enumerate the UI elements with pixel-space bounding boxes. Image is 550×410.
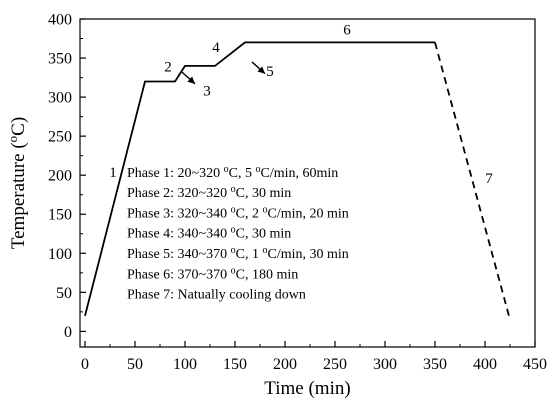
x-tick-label: 450 — [523, 356, 547, 373]
annotation-text: C, 1 — [236, 247, 263, 262]
phase-label-2: 2 — [164, 59, 172, 75]
x-tick-label: 300 — [373, 356, 397, 373]
phase-label-1: 1 — [109, 165, 117, 181]
annotation-text: C/min, 30 min — [267, 247, 348, 262]
series-line-1 — [84, 41, 435, 317]
arrows-group — [181, 61, 266, 85]
annotation-text: Phase 3: 320~340 — [127, 206, 231, 221]
x-tick-label: 350 — [423, 356, 447, 373]
y-tick-label: 50 — [56, 285, 72, 302]
x-tick-label: 50 — [127, 356, 143, 373]
annotation-line-4: Phase 4: 340~340 oC, 30 min — [127, 224, 291, 242]
annotation-line-7: Phase 7: Natually cooling down — [127, 288, 306, 303]
degree-sup: o — [224, 163, 229, 174]
annotation-text: C, 5 — [229, 166, 256, 181]
x-tick-label: 400 — [473, 356, 497, 373]
axis-ticks: 0 50 100 150 200 250 300 350 400 450 0 50 100 150 200 2… — [48, 12, 547, 374]
annotation-text: C, 30 min — [236, 227, 292, 242]
annotation-text: Phase 6: 370~370 — [127, 267, 231, 282]
annotation-text: C, 2 — [236, 206, 263, 221]
annotation-text: Phase 2: 320~320 — [127, 186, 231, 201]
annotations-group: Phase 1: 20~320 oC, 5 oC/min, 60minPhase… — [127, 163, 349, 302]
y-axis-title: Temperature (oC) — [5, 117, 30, 249]
annotation-line-6: Phase 6: 370~370 oC, 180 min — [127, 265, 298, 283]
degree-sup: o — [262, 244, 267, 255]
x-axis-title: Time (min) — [264, 378, 350, 399]
annotation-text: Phase 7: Natually cooling down — [127, 288, 306, 303]
y-tick-label: 200 — [48, 168, 72, 185]
y-axis-title-degree: o — [5, 136, 20, 143]
phase-label-6: 6 — [343, 23, 351, 39]
y-tick-label: 0 — [64, 324, 72, 341]
degree-sup: o — [231, 265, 236, 276]
annotation-line-3: Phase 3: 320~340 oC, 2 oC/min, 20 min — [127, 204, 349, 222]
phase-label-7: 7 — [485, 171, 493, 187]
phase-label-3: 3 — [203, 84, 211, 100]
annotation-text: C/min, 60min — [260, 166, 338, 181]
x-tick-label: 150 — [223, 356, 247, 373]
phase-labels-group: 1 2 3 4 5 6 7 — [109, 23, 493, 187]
annotation-line-2: Phase 2: 320~320 oC, 30 min — [127, 184, 291, 202]
y-tick-label: 300 — [48, 90, 72, 107]
x-tick-label: 250 — [323, 356, 347, 373]
annotation-text: Phase 4: 340~340 — [127, 227, 231, 242]
y-tick-label: 350 — [48, 51, 72, 68]
series-group — [84, 41, 511, 320]
annotation-text: C/min, 20 min — [267, 206, 348, 221]
annotation-text: C, 180 min — [236, 267, 299, 282]
degree-sup: o — [231, 204, 236, 215]
annotation-line-1: Phase 1: 20~320 oC, 5 oC/min, 60min — [127, 163, 338, 181]
arrow-phase-3-head — [187, 76, 195, 84]
y-tick-label: 100 — [48, 246, 72, 263]
phase-label-5: 5 — [266, 64, 274, 80]
degree-sup: o — [231, 244, 236, 255]
y-axis-title-unit: C) — [8, 117, 29, 136]
y-tick-label: 400 — [48, 12, 72, 29]
y-tick-label: 150 — [48, 207, 72, 224]
x-tick-label: 200 — [273, 356, 297, 373]
x-tick-label: 100 — [173, 356, 197, 373]
annotation-text: Phase 5: 340~370 — [127, 247, 231, 262]
degree-sup: o — [231, 184, 236, 195]
plot-frame — [79, 18, 536, 348]
arrow-phase-5-head — [257, 66, 265, 74]
degree-sup: o — [262, 204, 267, 215]
y-tick-label: 250 — [48, 129, 72, 146]
x-tick-label: 0 — [81, 356, 89, 373]
degree-sup: o — [231, 224, 236, 235]
annotation-text: Phase 1: 20~320 — [127, 166, 224, 181]
annotation-line-5: Phase 5: 340~370 oC, 1 oC/min, 30 min — [127, 244, 349, 262]
y-axis-title-main: Temperature ( — [8, 142, 29, 249]
annotation-text: C, 30 min — [236, 186, 292, 201]
degree-sup: o — [255, 163, 260, 174]
phase-label-4: 4 — [212, 40, 220, 56]
